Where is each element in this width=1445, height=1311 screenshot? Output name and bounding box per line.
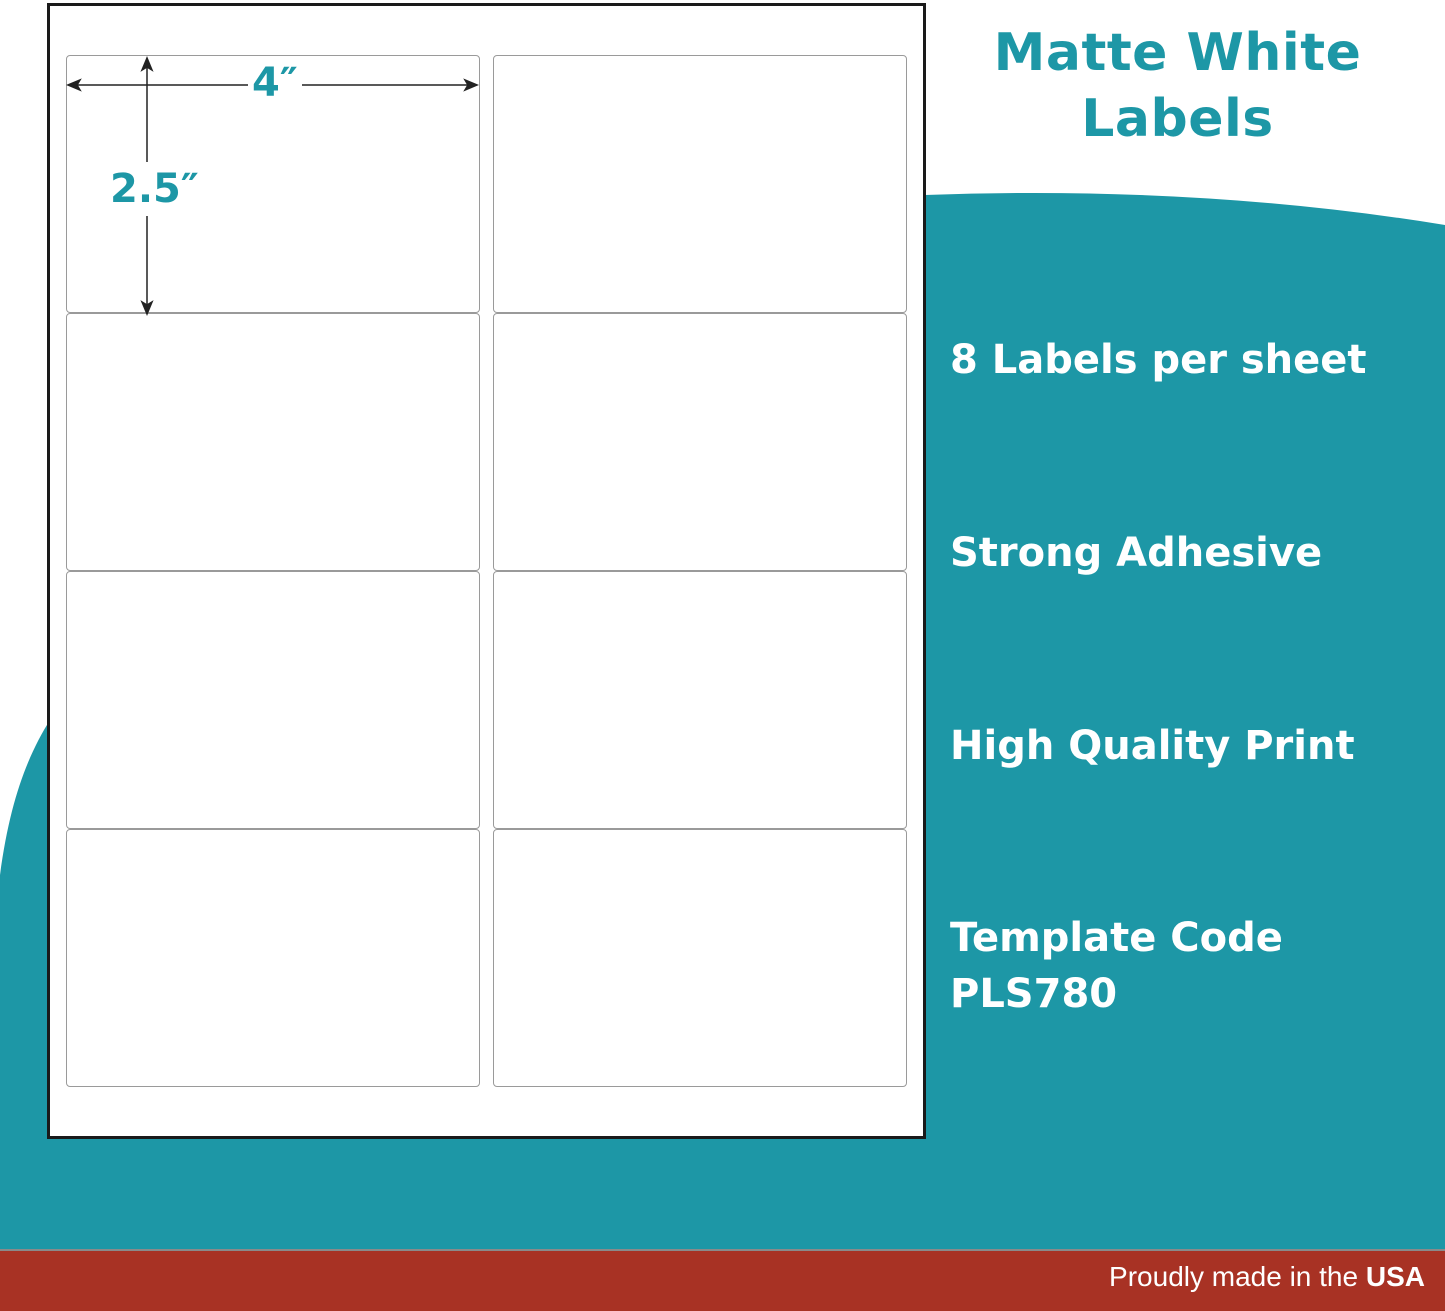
template-code-value: PLS780 bbox=[950, 971, 1118, 1017]
label-cell bbox=[493, 313, 907, 571]
footer-text: Proudly made in the bbox=[1109, 1261, 1359, 1292]
arrow-down-icon bbox=[140, 300, 154, 316]
height-dimension: 2.5″ bbox=[106, 162, 203, 216]
label-cell bbox=[493, 571, 907, 829]
title-line-2: Labels bbox=[1081, 89, 1274, 149]
feature-print-quality: High Quality Print bbox=[950, 723, 1355, 769]
arrow-right-icon bbox=[463, 78, 479, 92]
made-in-usa-text: Proudly made in the USA bbox=[1109, 1261, 1425, 1293]
label-cell bbox=[66, 313, 480, 571]
label-cell bbox=[66, 571, 480, 829]
feature-labels-per-sheet: 8 Labels per sheet bbox=[950, 337, 1367, 383]
title-line-1: Matte White bbox=[993, 23, 1362, 83]
feature-adhesive: Strong Adhesive bbox=[950, 530, 1323, 576]
label-cell bbox=[493, 55, 907, 313]
page-title: Matte White Labels bbox=[930, 20, 1425, 152]
width-dimension: 4″ bbox=[248, 60, 302, 106]
template-code-label: Template Code bbox=[950, 915, 1283, 961]
label-sheet: 4″ 2.5″ bbox=[47, 3, 926, 1139]
arrow-up-icon bbox=[140, 56, 154, 72]
footer-banner: Proudly made in the USA bbox=[0, 1249, 1445, 1311]
label-cell bbox=[66, 829, 480, 1087]
feature-template-code: Template Code PLS780 bbox=[950, 910, 1283, 1022]
arrow-left-icon bbox=[66, 78, 82, 92]
label-cell bbox=[493, 829, 907, 1087]
footer-emphasis: USA bbox=[1365, 1261, 1425, 1292]
